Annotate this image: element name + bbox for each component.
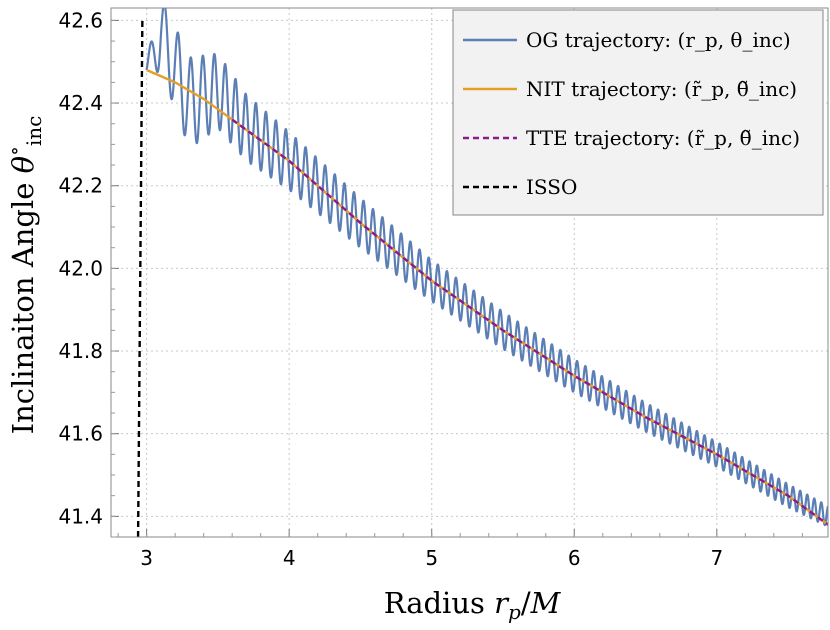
- plot-series: [136, 8, 828, 537]
- series-line-3: [136, 20, 144, 537]
- legend-label: TTE trajectory: (r̃_p, θ̃_inc): [526, 126, 800, 150]
- x-axis-title-text: Radius rp/M: [384, 586, 562, 624]
- y-tick-label: 41.8: [58, 339, 103, 363]
- x-axis-title: Radius rp/M: [384, 586, 562, 624]
- x-tick-label: 3: [140, 546, 153, 570]
- legend: OG trajectory: (r_p, θ_inc) NIT trajector…: [452, 9, 824, 216]
- x-tick-label: 4: [283, 546, 296, 570]
- plot-frame: [110, 7, 829, 538]
- y-tick-label: 42.6: [58, 8, 103, 32]
- legend-box: [452, 9, 824, 216]
- y-tick-label: 42.4: [58, 91, 103, 115]
- legend-label: OG trajectory: (r_p, θ_inc): [526, 28, 791, 52]
- series-line-2: [231, 118, 828, 526]
- y-tick-label: 41.6: [58, 422, 103, 446]
- grid-lines: [111, 8, 828, 537]
- legend-label: NIT trajectory: (r̃_p, θ̃_inc): [526, 77, 797, 101]
- y-tick-label: 42.0: [58, 256, 103, 280]
- x-tick-label: 5: [425, 546, 438, 570]
- axis-ticks: [111, 19, 803, 538]
- series-line-0: [145, 8, 828, 527]
- y-axis-title-text: Inclinaiton Angle θ∘inc: [2, 116, 46, 435]
- legend-label: ISSO: [526, 175, 577, 199]
- x-tick-label: 6: [568, 546, 581, 570]
- x-tick-label: 7: [710, 546, 723, 570]
- y-axis-title: Inclinaiton Angle θ∘inc: [2, 116, 46, 435]
- y-tick-label: 42.2: [58, 174, 103, 198]
- y-tick-label: 41.4: [58, 504, 103, 528]
- tick-labels: 3 4 5 6 7 41.4 41.6 41.8 42.0 42.2 42.4 42.6: [58, 8, 723, 570]
